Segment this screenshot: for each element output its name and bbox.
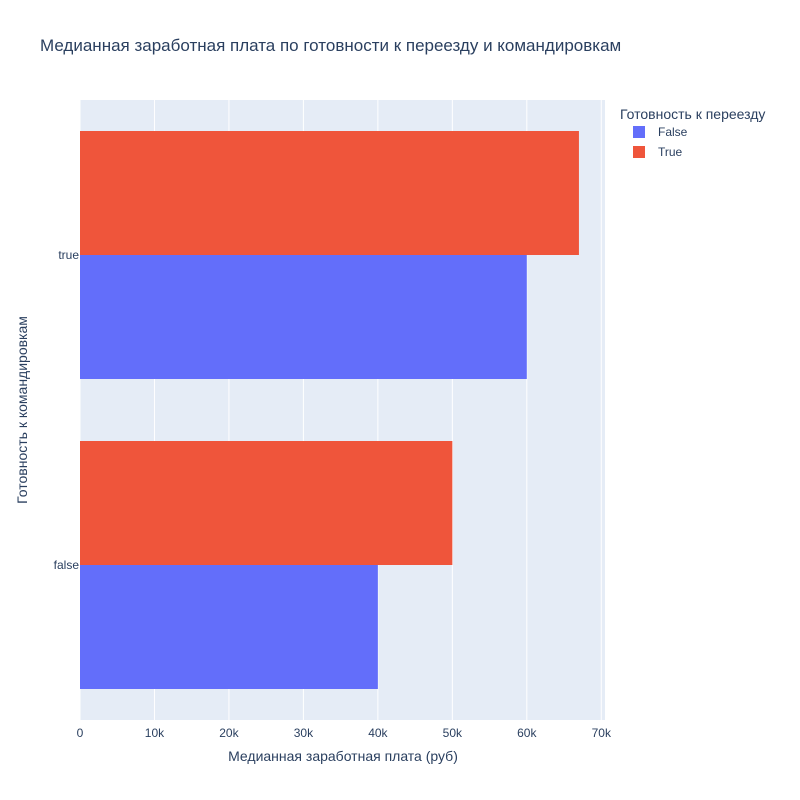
x-tick-label: 70k (592, 726, 612, 740)
y-tick-labels: false true (54, 248, 80, 572)
x-tick-label: 10k (145, 726, 165, 740)
x-tick-label: 40k (368, 726, 388, 740)
y-tick-label: false (54, 558, 80, 572)
legend-item-true[interactable]: True (658, 145, 683, 159)
bars (80, 131, 579, 689)
x-tick-label: 50k (443, 726, 463, 740)
bar[interactable] (80, 131, 579, 255)
x-tick-labels: 0 10k 20k 30k 40k 50k 60k 70k (77, 726, 612, 740)
x-tick-label: 30k (294, 726, 314, 740)
chart-title: Медианная заработная плата по готовности… (40, 36, 621, 55)
legend-title: Готовность к переезду (620, 106, 765, 122)
x-tick-label: 0 (77, 726, 84, 740)
x-tick-label: 20k (219, 726, 239, 740)
bar[interactable] (80, 255, 527, 379)
legend: Готовность к переезду False True (620, 106, 765, 159)
y-tick-label: true (58, 248, 79, 262)
legend-swatch-false[interactable] (633, 126, 645, 138)
y-axis-label: Готовность к командировкам (14, 316, 30, 504)
bar[interactable] (80, 565, 378, 689)
legend-swatch-true[interactable] (633, 146, 645, 158)
x-tick-label: 60k (517, 726, 537, 740)
bar[interactable] (80, 441, 453, 565)
x-axis-label: Медианная заработная плата (руб) (228, 748, 458, 764)
legend-item-false[interactable]: False (658, 125, 688, 139)
